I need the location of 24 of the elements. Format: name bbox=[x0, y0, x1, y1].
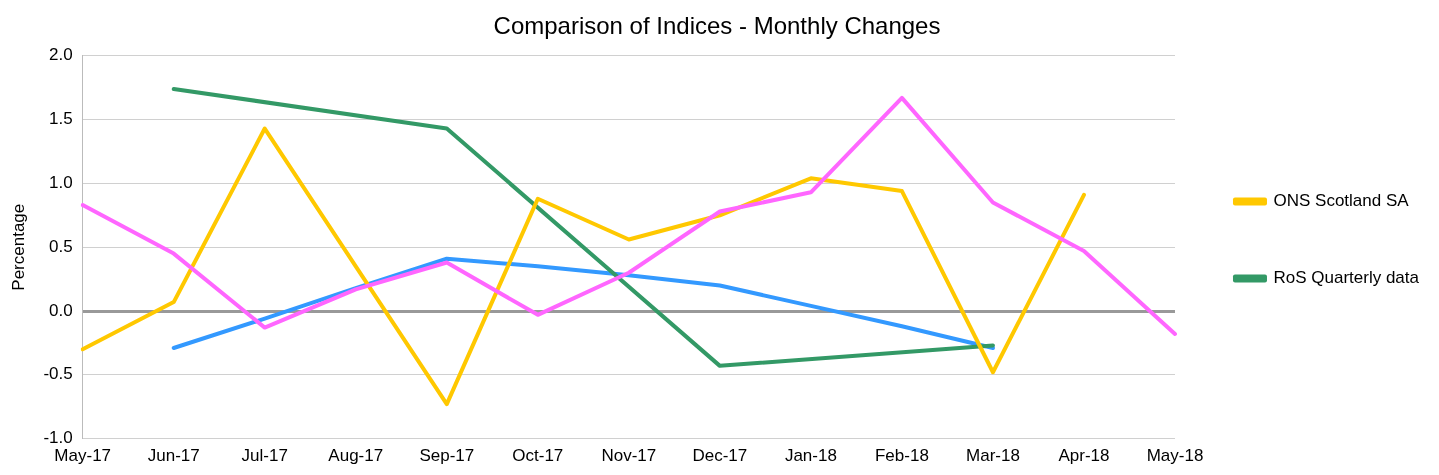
y-tick-label: 1.0 bbox=[49, 173, 73, 193]
legend-label: ONS Scotland SA bbox=[1273, 191, 1410, 211]
legend-label: RoS Quarterly data bbox=[1273, 268, 1420, 288]
y-tick-label: 2.0 bbox=[49, 45, 73, 65]
x-tick-label: Nov-17 bbox=[601, 446, 657, 466]
y-tick-label: -1.0 bbox=[43, 428, 73, 448]
x-tick-label: Jul-17 bbox=[241, 446, 288, 466]
y-tick-label: 0.5 bbox=[49, 236, 73, 256]
y-tick-label: -0.5 bbox=[43, 364, 73, 384]
x-tick-label: Sep-17 bbox=[419, 446, 475, 466]
y-axis-title: Percentage bbox=[8, 203, 28, 291]
x-tick-label: Jun-17 bbox=[147, 446, 200, 466]
x-tick-label: Mar-18 bbox=[966, 446, 1020, 466]
x-tick-label: May-18 bbox=[1146, 446, 1204, 466]
x-tick-label: Jan-18 bbox=[784, 446, 837, 466]
x-tick-label: Oct-17 bbox=[512, 446, 564, 466]
x-tick-label: Aug-17 bbox=[328, 446, 384, 466]
x-tick-label: Feb-18 bbox=[874, 446, 929, 466]
chart-title: Comparison of Indices - Monthly Changes bbox=[493, 12, 941, 40]
x-tick-label: May-17 bbox=[54, 446, 112, 466]
y-tick-label: 1.5 bbox=[49, 109, 73, 129]
y-tick-label: 0.0 bbox=[49, 300, 73, 320]
x-tick-label: Apr-18 bbox=[1058, 446, 1110, 466]
x-tick-label: Dec-17 bbox=[692, 446, 748, 466]
